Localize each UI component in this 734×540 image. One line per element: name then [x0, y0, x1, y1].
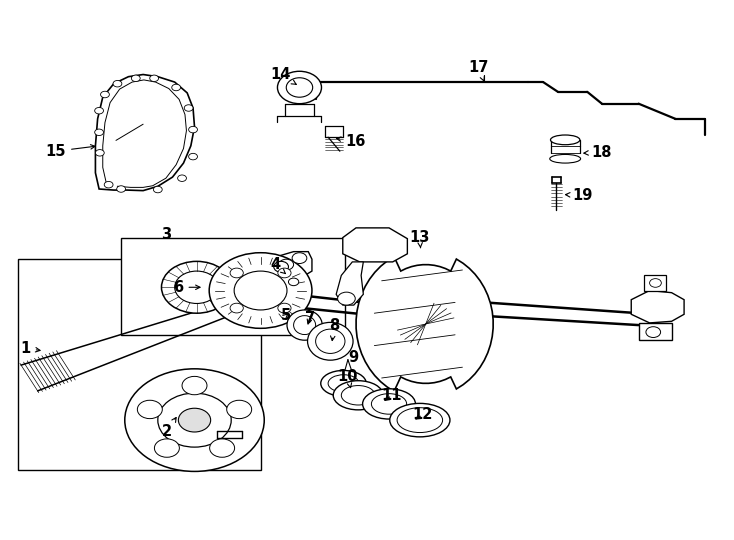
Text: 17: 17 — [468, 60, 489, 81]
Circle shape — [274, 261, 288, 272]
Circle shape — [189, 153, 197, 160]
Circle shape — [279, 259, 294, 270]
Circle shape — [101, 91, 109, 98]
Polygon shape — [336, 262, 363, 305]
Circle shape — [158, 393, 231, 447]
Polygon shape — [356, 256, 493, 392]
Circle shape — [150, 75, 159, 82]
Circle shape — [154, 439, 179, 457]
Polygon shape — [343, 228, 407, 262]
Ellipse shape — [397, 408, 443, 433]
Ellipse shape — [287, 310, 322, 340]
Ellipse shape — [390, 403, 450, 437]
Circle shape — [209, 253, 312, 328]
Circle shape — [137, 400, 162, 418]
Circle shape — [178, 175, 186, 181]
Polygon shape — [95, 75, 195, 191]
Text: 2: 2 — [161, 417, 176, 440]
Circle shape — [125, 369, 264, 471]
Circle shape — [278, 268, 291, 278]
Circle shape — [650, 279, 661, 287]
Circle shape — [227, 400, 252, 418]
Circle shape — [230, 268, 243, 278]
Circle shape — [131, 75, 140, 82]
Circle shape — [184, 105, 193, 111]
Polygon shape — [121, 238, 345, 335]
Text: 9: 9 — [349, 350, 359, 365]
Circle shape — [338, 292, 355, 305]
Ellipse shape — [308, 322, 353, 360]
Polygon shape — [639, 323, 672, 340]
Circle shape — [278, 303, 291, 313]
Circle shape — [95, 150, 104, 156]
Polygon shape — [644, 275, 666, 291]
Circle shape — [104, 181, 113, 188]
Ellipse shape — [550, 154, 581, 163]
Circle shape — [153, 186, 162, 193]
Text: 6: 6 — [173, 280, 200, 295]
Ellipse shape — [550, 135, 580, 145]
Ellipse shape — [328, 375, 359, 392]
Ellipse shape — [341, 386, 375, 405]
Circle shape — [178, 408, 211, 432]
Circle shape — [210, 439, 235, 457]
Text: 11: 11 — [382, 388, 402, 403]
Circle shape — [95, 129, 103, 136]
Text: 1: 1 — [21, 341, 40, 356]
Ellipse shape — [363, 389, 415, 419]
Text: 14: 14 — [270, 67, 296, 84]
Circle shape — [230, 303, 243, 313]
Polygon shape — [18, 259, 261, 470]
Circle shape — [117, 186, 126, 192]
Circle shape — [113, 80, 122, 87]
Ellipse shape — [321, 370, 366, 396]
Circle shape — [286, 78, 313, 97]
Circle shape — [292, 253, 307, 264]
Text: 4: 4 — [270, 257, 286, 274]
Ellipse shape — [333, 381, 383, 410]
Text: 19: 19 — [565, 188, 593, 203]
Text: 16: 16 — [336, 134, 366, 149]
Ellipse shape — [371, 394, 407, 414]
Circle shape — [189, 126, 197, 133]
Text: 3: 3 — [161, 227, 172, 242]
Polygon shape — [631, 291, 684, 323]
Text: 7: 7 — [305, 311, 315, 326]
Circle shape — [172, 84, 181, 91]
Text: 5: 5 — [280, 308, 291, 323]
Circle shape — [234, 271, 287, 310]
Circle shape — [277, 71, 321, 104]
Polygon shape — [242, 252, 312, 298]
Circle shape — [182, 376, 207, 395]
Circle shape — [175, 271, 219, 303]
Circle shape — [288, 278, 299, 286]
Ellipse shape — [294, 315, 316, 334]
Text: 10: 10 — [338, 369, 358, 388]
Circle shape — [95, 107, 103, 114]
Text: 8: 8 — [329, 318, 339, 341]
Text: 13: 13 — [410, 230, 430, 248]
Text: 15: 15 — [46, 144, 95, 159]
Ellipse shape — [316, 329, 345, 354]
Text: 12: 12 — [413, 407, 433, 422]
Circle shape — [161, 261, 232, 313]
Circle shape — [646, 327, 661, 338]
Text: 18: 18 — [584, 145, 611, 160]
